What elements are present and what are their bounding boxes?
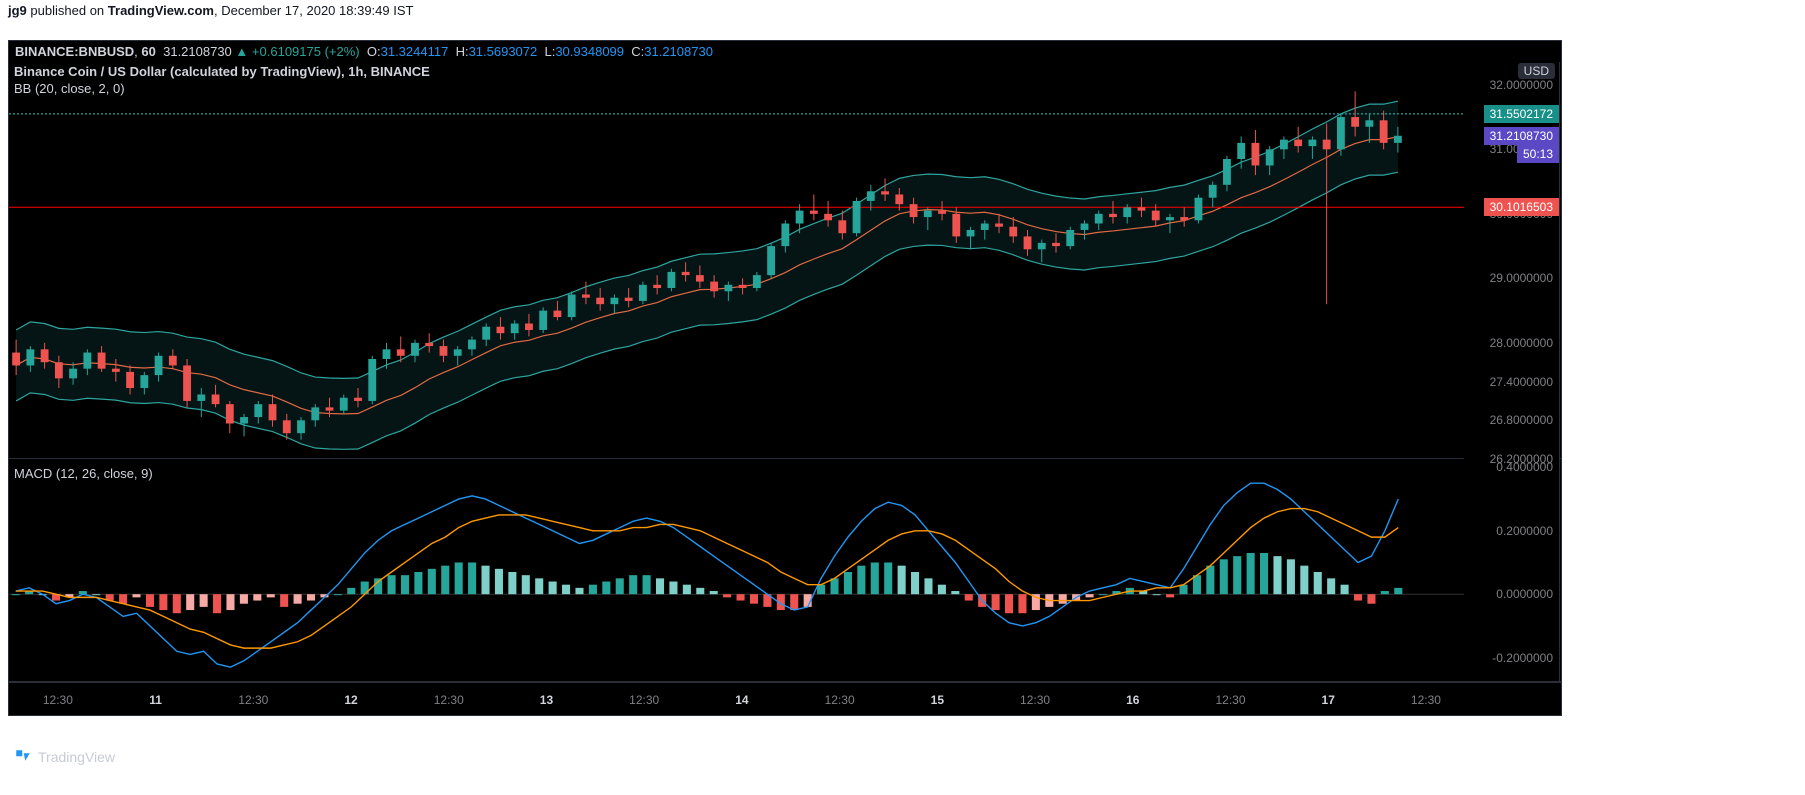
time-tick: 14 (735, 693, 748, 707)
time-tick: 13 (540, 693, 553, 707)
macd-legend: MACD (12, 26, close, 9) (14, 466, 153, 481)
time-tick: 12:30 (1020, 693, 1050, 707)
ticker-change-pct: (+2%) (325, 44, 360, 59)
time-tick: 16 (1126, 693, 1139, 707)
publish-site: TradingView.com (108, 3, 214, 18)
ticker-last: 31.2108730 (163, 44, 232, 59)
time-tick: 12:30 (1215, 693, 1245, 707)
time-tick: 15 (931, 693, 944, 707)
pane-separator[interactable] (8, 458, 1562, 459)
price-scale[interactable]: USD 26.200000026.800000027.400000028.000… (1464, 58, 1560, 682)
price-tick: 27.4000000 (1490, 375, 1553, 389)
price-tick: 28.0000000 (1490, 336, 1553, 350)
price-tag: 31.2108730 (1484, 127, 1559, 145)
up-arrow-icon: ▲ (235, 44, 248, 59)
price-tag: 31.5502172 (1484, 105, 1559, 123)
ticker-interval: 60 (141, 44, 155, 59)
macd-tick: 0.4000000 (1496, 460, 1553, 474)
footer-brand: TradingView (38, 749, 115, 765)
ohlc-o: 31.3244117 (381, 44, 449, 59)
main-pane-legend: Binance Coin / US Dollar (calculated by … (14, 64, 430, 96)
price-tag: 30.1016503 (1484, 198, 1559, 216)
ohlc-l-label: L: (544, 44, 555, 59)
time-tick: 12:30 (825, 693, 855, 707)
ohlc-o-label: O: (367, 44, 381, 59)
currency-badge[interactable]: USD (1518, 63, 1555, 79)
time-tick: 12:30 (629, 693, 659, 707)
ohlc-c-label: C: (631, 44, 644, 59)
publish-author: jg9 (8, 3, 27, 18)
ticker-header: BINANCE:BNBUSD, 60 31.2108730 ▲ +0.61091… (8, 40, 1562, 62)
bb-label: BB (20, close, 2, 0) (14, 81, 430, 96)
ohlc-c: 31.2108730 (644, 44, 713, 59)
macd-tick: 0.2000000 (1496, 524, 1553, 538)
time-tick: 12:30 (238, 693, 268, 707)
publish-bar: jg9 published on TradingView.com, Decemb… (0, 0, 1805, 22)
ohlc-h-label: H: (456, 44, 469, 59)
price-chart[interactable] (9, 59, 1465, 459)
publish-verb: published on (30, 3, 104, 18)
time-tick: 12:30 (43, 693, 73, 707)
time-tick: 17 (1322, 693, 1335, 707)
price-tag: 50:13 (1517, 145, 1559, 163)
price-tick: 26.8000000 (1490, 413, 1553, 427)
time-scale[interactable]: 12:30 11 12:30 12 12:30 13 12:30 14 12:30 15 12:30… (8, 682, 1562, 716)
macd-tick: 0.0000000 (1496, 587, 1553, 601)
publish-date: December 17, 2020 18:39:49 IST (221, 3, 413, 18)
chart-frame[interactable] (8, 58, 1562, 682)
macd-tick: -0.2000000 (1492, 651, 1553, 665)
time-tick: 11 (149, 693, 162, 707)
ticker-change: +0.6109175 (252, 44, 321, 59)
price-tick: 32.0000000 (1490, 78, 1553, 92)
time-tick: 12:30 (434, 693, 464, 707)
pair-title: Binance Coin / US Dollar (calculated by … (14, 64, 430, 79)
time-tick: 12 (344, 693, 357, 707)
tradingview-icon (14, 748, 32, 766)
macd-chart[interactable] (9, 461, 1465, 683)
ohlc-h: 31.5693072 (469, 44, 538, 59)
ohlc-l: 30.9348099 (555, 44, 624, 59)
time-tick: 12:30 (1411, 693, 1441, 707)
footer-logo[interactable]: TradingView (14, 748, 115, 766)
ticker-symbol: BINANCE:BNBUSD (15, 44, 134, 59)
price-tick: 29.0000000 (1490, 271, 1553, 285)
